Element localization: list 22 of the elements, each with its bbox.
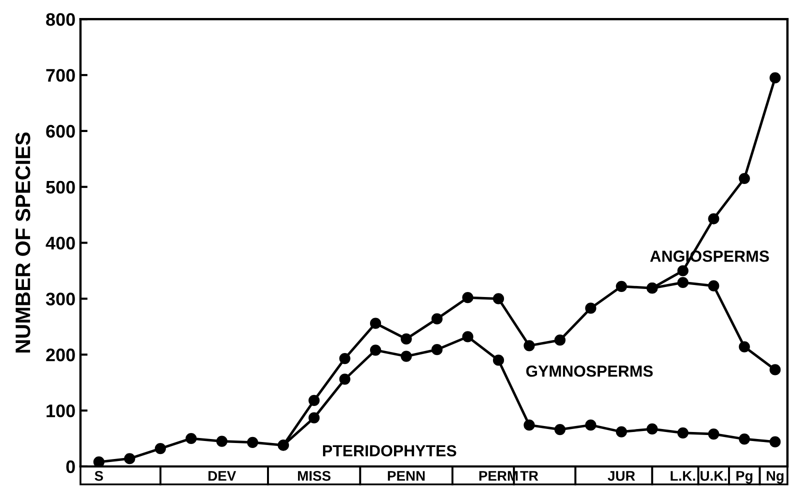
y-tick-label: 500 [46, 180, 75, 194]
x-tick-label: S [94, 470, 104, 481]
y-axis-title: NUMBER OF SPECIES [16, 132, 30, 353]
x-tick-label: TR [520, 471, 538, 481]
y-tick-label: 200 [46, 348, 75, 362]
x-tick-label: L.K. [670, 471, 696, 481]
y-tick-label: 700 [46, 68, 75, 82]
y-tick-label: 800 [46, 13, 75, 26]
y-tick-label: 600 [46, 124, 75, 138]
x-tick-label: MISS [298, 470, 331, 481]
y-tick-label: 0 [66, 460, 75, 474]
x-tick-label: JUR [608, 471, 636, 481]
x-tick-label: U.K. [700, 471, 727, 481]
x-tick-label: PENN [388, 471, 425, 481]
series-label: GYMNOSPERMS [526, 365, 653, 377]
y-tick-label: 400 [46, 236, 75, 250]
x-tick-label: Pg [736, 471, 752, 484]
x-tick-label: Ng [766, 471, 784, 484]
y-tick-label: 300 [46, 292, 75, 306]
x-tick-label: DEV [208, 471, 236, 481]
y-tick-label: 100 [46, 404, 75, 418]
series-label: PTERIDOPHYTES [323, 445, 456, 456]
